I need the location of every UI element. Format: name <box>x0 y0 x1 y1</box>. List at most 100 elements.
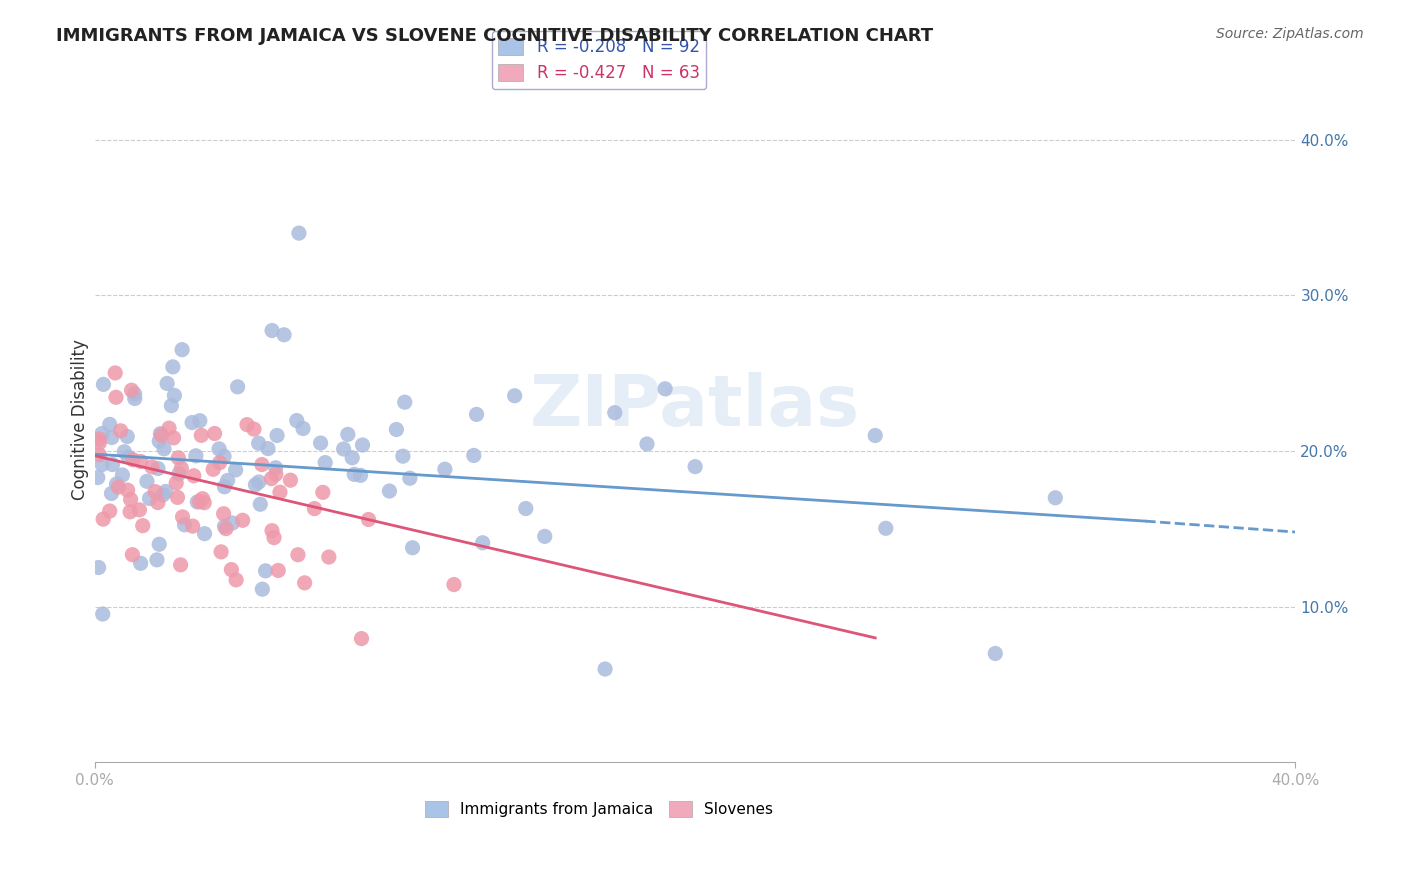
Point <box>183 468 205 483</box>
Point <box>515 501 537 516</box>
Point <box>257 442 280 456</box>
Point <box>129 557 152 571</box>
Point <box>636 437 658 451</box>
Point <box>349 468 371 483</box>
Point <box>232 513 254 527</box>
Point <box>91 607 114 621</box>
Point <box>304 501 326 516</box>
Point <box>157 421 180 435</box>
Point <box>163 388 186 402</box>
Point <box>249 497 271 511</box>
Point <box>263 531 285 545</box>
Point <box>89 435 111 450</box>
Point <box>503 389 526 403</box>
Point <box>149 426 172 441</box>
Point <box>875 521 897 535</box>
Point <box>152 488 174 502</box>
Point <box>603 406 626 420</box>
Point <box>202 462 225 476</box>
Point <box>101 458 124 472</box>
Point <box>98 417 121 432</box>
Point <box>269 485 291 500</box>
Point <box>318 549 340 564</box>
Point <box>156 376 179 391</box>
Point <box>208 456 231 470</box>
Point <box>128 503 150 517</box>
Point <box>160 399 183 413</box>
Point <box>399 471 422 485</box>
Point <box>236 417 259 432</box>
Point <box>117 450 139 464</box>
Point <box>264 467 287 482</box>
Point <box>162 431 184 445</box>
Point <box>273 327 295 342</box>
Point <box>117 429 139 443</box>
Point <box>91 426 114 441</box>
Point <box>394 395 416 409</box>
Point <box>111 468 134 483</box>
Point <box>129 454 152 468</box>
Point <box>153 442 176 456</box>
Point <box>165 475 187 490</box>
Point <box>533 529 555 543</box>
Point <box>433 462 456 476</box>
Point <box>91 512 114 526</box>
Point <box>212 449 235 463</box>
Point <box>294 575 316 590</box>
Point <box>170 461 193 475</box>
Point <box>593 662 616 676</box>
Text: IMMIGRANTS FROM JAMAICA VS SLOVENE COGNITIVE DISABILITY CORRELATION CHART: IMMIGRANTS FROM JAMAICA VS SLOVENE COGNI… <box>56 27 934 45</box>
Point <box>342 450 364 465</box>
Point <box>212 507 235 521</box>
Point <box>288 226 311 240</box>
Point <box>350 632 373 646</box>
Point <box>148 434 170 449</box>
Point <box>107 480 129 494</box>
Point <box>225 573 247 587</box>
Point <box>169 558 191 572</box>
Point <box>193 496 215 510</box>
Point <box>122 452 145 467</box>
Point <box>245 477 267 491</box>
Point <box>162 359 184 374</box>
Point <box>87 470 110 484</box>
Point <box>191 491 214 506</box>
Point <box>110 424 132 438</box>
Point <box>252 582 274 596</box>
Point <box>443 577 465 591</box>
Point <box>138 491 160 506</box>
Point <box>287 548 309 562</box>
Point <box>332 442 354 456</box>
Point <box>266 428 288 442</box>
Point <box>357 512 380 526</box>
Point <box>146 495 169 509</box>
Point <box>91 458 114 472</box>
Point <box>143 484 166 499</box>
Point <box>150 428 173 442</box>
Point <box>121 548 143 562</box>
Point <box>209 545 232 559</box>
Point <box>352 438 374 452</box>
Point <box>98 504 121 518</box>
Point <box>401 541 423 555</box>
Point <box>254 564 277 578</box>
Point <box>167 467 190 481</box>
Point <box>172 343 194 357</box>
Point <box>188 494 211 508</box>
Point <box>463 449 485 463</box>
Point <box>392 449 415 463</box>
Point <box>309 436 332 450</box>
Point <box>225 463 247 477</box>
Point <box>136 475 159 489</box>
Point <box>181 519 204 533</box>
Point <box>120 505 142 519</box>
Point <box>89 432 111 446</box>
Point <box>247 475 270 489</box>
Point <box>214 519 236 533</box>
Point <box>292 421 315 435</box>
Point <box>117 483 139 497</box>
Point <box>188 414 211 428</box>
Point <box>264 460 287 475</box>
Point <box>984 647 1007 661</box>
Point <box>172 510 194 524</box>
